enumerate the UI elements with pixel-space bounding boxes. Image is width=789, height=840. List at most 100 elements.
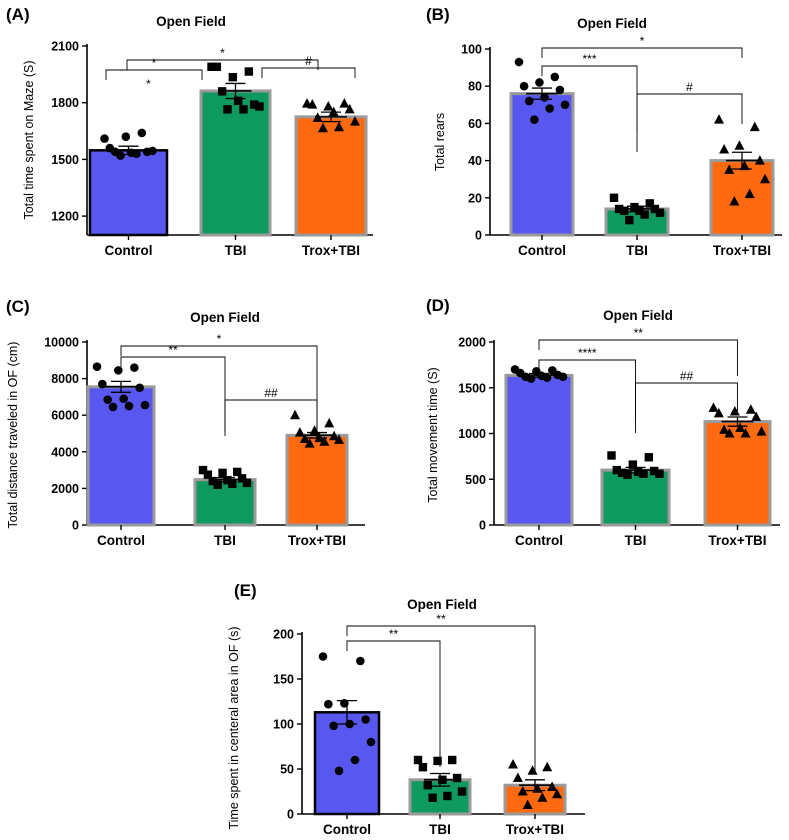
data-point	[724, 428, 735, 438]
data-point	[130, 363, 139, 372]
panel-e: (E) Open Field Time spent in centeral area…	[227, 581, 585, 837]
data-point	[448, 755, 457, 765]
data-point	[329, 721, 338, 731]
data-point	[304, 438, 315, 448]
chart-title: Open Field	[577, 16, 647, 31]
data-point	[318, 652, 328, 661]
data-point	[108, 402, 118, 412]
chart-title: Open Field	[603, 308, 673, 323]
data-point	[114, 366, 123, 375]
panel-label: (C)	[6, 297, 30, 316]
data-point	[350, 116, 360, 126]
x-tick-label: TBI	[429, 822, 451, 837]
data-point	[756, 426, 767, 436]
panel-b: (B) Open Field Total rears 0 20 40 60 80 100 Cont…	[426, 5, 782, 258]
data-point	[617, 468, 627, 478]
data-point	[233, 467, 242, 477]
data-point	[524, 96, 534, 106]
data-point	[555, 85, 565, 95]
data-point	[309, 425, 320, 435]
data-point	[207, 62, 216, 71]
data-point	[607, 451, 616, 460]
data-point	[228, 479, 237, 489]
data-point	[745, 404, 756, 414]
y-tick-label: 20	[468, 191, 482, 205]
data-point	[198, 465, 208, 475]
data-point	[249, 100, 259, 109]
data-point	[519, 81, 529, 91]
significance-label: *	[640, 34, 645, 48]
data-point	[323, 100, 334, 111]
x-tick-label: TBI	[225, 243, 247, 258]
significance-label: ****	[578, 346, 597, 360]
y-axis-label: Time spent in centeral area in OF (s)	[227, 626, 241, 829]
data-point	[366, 737, 376, 747]
bar-trox-tbi	[294, 115, 368, 237]
x-tick-label: Control	[323, 822, 371, 837]
data-point	[413, 755, 423, 765]
data-point	[628, 460, 638, 469]
data-point	[324, 699, 333, 709]
significance-bracket	[635, 382, 738, 419]
data-point	[714, 114, 724, 124]
y-axis-label: Total distance traveled in OF (cm)	[6, 342, 20, 529]
data-point	[527, 765, 538, 775]
significance-label: *	[152, 56, 157, 70]
data-point	[542, 761, 553, 772]
data-point	[644, 453, 654, 462]
data-point	[334, 434, 344, 444]
data-point	[121, 132, 131, 142]
data-point	[443, 791, 452, 801]
data-point	[612, 465, 622, 475]
x-tick-label: Trox+TBI	[506, 822, 564, 837]
data-point	[708, 402, 719, 412]
panel-label: (E)	[234, 581, 257, 600]
data-point	[749, 121, 760, 132]
significance-label: **	[436, 612, 446, 626]
y-tick-label: 80	[468, 80, 482, 94]
data-point	[119, 394, 128, 404]
bar-trox-tbi	[709, 159, 775, 237]
data-point	[418, 763, 428, 772]
data-point	[423, 781, 432, 790]
bar-trox-tbi	[703, 420, 772, 527]
panel-label: (B)	[426, 5, 450, 24]
data-point	[228, 72, 238, 82]
data-point	[719, 424, 730, 434]
data-point	[237, 474, 247, 483]
data-point	[100, 134, 109, 143]
data-point	[137, 128, 147, 138]
data-point	[512, 772, 523, 782]
data-point	[307, 99, 318, 109]
y-tick-label: 4000	[51, 445, 79, 459]
bar-trox-tbi	[285, 433, 349, 527]
data-point	[640, 210, 649, 219]
data-point	[324, 417, 335, 428]
panel-label: (D)	[426, 296, 450, 315]
data-point	[428, 793, 437, 802]
data-point	[713, 407, 724, 418]
data-point	[545, 104, 554, 113]
y-tick-label: 1000	[458, 427, 486, 441]
significance-label: ##	[680, 369, 694, 383]
data-point	[550, 72, 560, 82]
panel-d: (D) Open Field Total movement time (S) 0 500…	[426, 296, 780, 548]
data-point	[635, 206, 644, 216]
data-point	[655, 208, 665, 217]
data-point	[203, 470, 213, 479]
y-tick-label: 100	[461, 43, 482, 57]
x-tick-label: Trox+TBI	[288, 533, 346, 548]
y-tick-label: 1200	[51, 210, 79, 224]
x-tick-label: Trox+TBI	[708, 533, 766, 548]
significance-bracket	[120, 356, 226, 432]
chart-title: Open Field	[190, 310, 260, 325]
y-tick-label: 100	[273, 718, 294, 732]
y-tick-label: 2000	[458, 336, 486, 350]
data-point	[740, 428, 751, 438]
significance-bracket	[224, 399, 318, 436]
data-point	[124, 401, 134, 411]
data-point	[140, 400, 150, 410]
y-tick-label: 2100	[51, 40, 79, 54]
data-point	[255, 102, 264, 111]
x-tick-label: TBI	[626, 243, 648, 258]
